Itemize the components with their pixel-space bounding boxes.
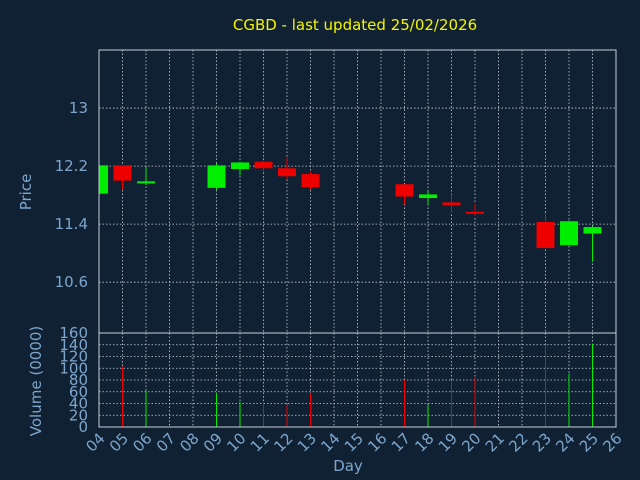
x-tick-label: 21 bbox=[482, 429, 508, 455]
x-tick-label: 13 bbox=[294, 429, 320, 455]
x-tick-label: 25 bbox=[576, 429, 602, 455]
price-axis-label: Price bbox=[17, 174, 35, 211]
volume-panel-frame bbox=[98, 332, 617, 428]
x-tick-label: 26 bbox=[599, 429, 625, 455]
candle-body bbox=[231, 162, 249, 170]
candle-body bbox=[207, 165, 226, 188]
volume-axis-label: Volume (0000) bbox=[27, 326, 45, 436]
candle-body bbox=[254, 161, 273, 169]
price-tick-label: 10.6 bbox=[55, 273, 88, 291]
price-tick-label: 13 bbox=[69, 99, 88, 117]
x-tick-label: 09 bbox=[200, 429, 226, 455]
x-tick-label: 15 bbox=[341, 429, 367, 455]
x-tick-label: 17 bbox=[388, 429, 414, 455]
candle-body bbox=[536, 221, 555, 249]
candle-body bbox=[395, 184, 414, 197]
x-tick-label: 24 bbox=[552, 429, 578, 455]
candle-body bbox=[301, 174, 320, 188]
volume-tick-label: 0 bbox=[78, 418, 88, 436]
x-tick-label: 18 bbox=[411, 429, 437, 455]
x-tick-label: 06 bbox=[129, 429, 155, 455]
candle-body bbox=[442, 202, 461, 206]
x-tick-label: 22 bbox=[505, 429, 531, 455]
price-tick-label: 11.4 bbox=[55, 215, 88, 233]
candle-body bbox=[560, 221, 578, 246]
x-tick-label: 11 bbox=[247, 429, 273, 455]
volume-tick-label: 60 bbox=[69, 383, 88, 401]
volume-tick-label: 160 bbox=[59, 324, 88, 342]
volume-tick-label: 40 bbox=[69, 395, 88, 413]
volume-tick-label: 120 bbox=[59, 348, 88, 366]
candle-body bbox=[99, 165, 108, 194]
x-tick-label: 05 bbox=[106, 429, 132, 455]
candle-body bbox=[137, 181, 155, 184]
volume-tick-label: 140 bbox=[59, 336, 88, 354]
candle-body bbox=[278, 168, 296, 177]
volume-tick-label: 80 bbox=[69, 371, 88, 389]
x-tick-label: 20 bbox=[458, 429, 484, 455]
volume-tick-label: 100 bbox=[59, 359, 88, 377]
x-tick-label: 10 bbox=[223, 429, 249, 455]
candle-body bbox=[583, 227, 602, 234]
x-tick-label: 07 bbox=[153, 429, 179, 455]
price-tick-label: 12.2 bbox=[55, 157, 88, 175]
day-axis-label: Day bbox=[333, 457, 363, 475]
x-tick-label: 12 bbox=[270, 429, 296, 455]
candle-body bbox=[419, 194, 437, 199]
x-axis-ticks: 0405060708091011121314151617181920212223… bbox=[82, 429, 625, 455]
volume-tick-label: 20 bbox=[69, 406, 88, 424]
x-tick-label: 23 bbox=[529, 429, 555, 455]
x-tick-label: 19 bbox=[435, 429, 461, 455]
x-tick-label: 16 bbox=[364, 429, 390, 455]
candle-body bbox=[466, 211, 484, 214]
chart-title: CGBD - last updated 25/02/2026 bbox=[233, 16, 477, 34]
x-tick-label: 14 bbox=[317, 429, 343, 455]
x-tick-label: 08 bbox=[176, 429, 202, 455]
price-panel: 10.6 11.4 12.2 13 bbox=[55, 49, 617, 334]
candle-body bbox=[113, 165, 132, 181]
